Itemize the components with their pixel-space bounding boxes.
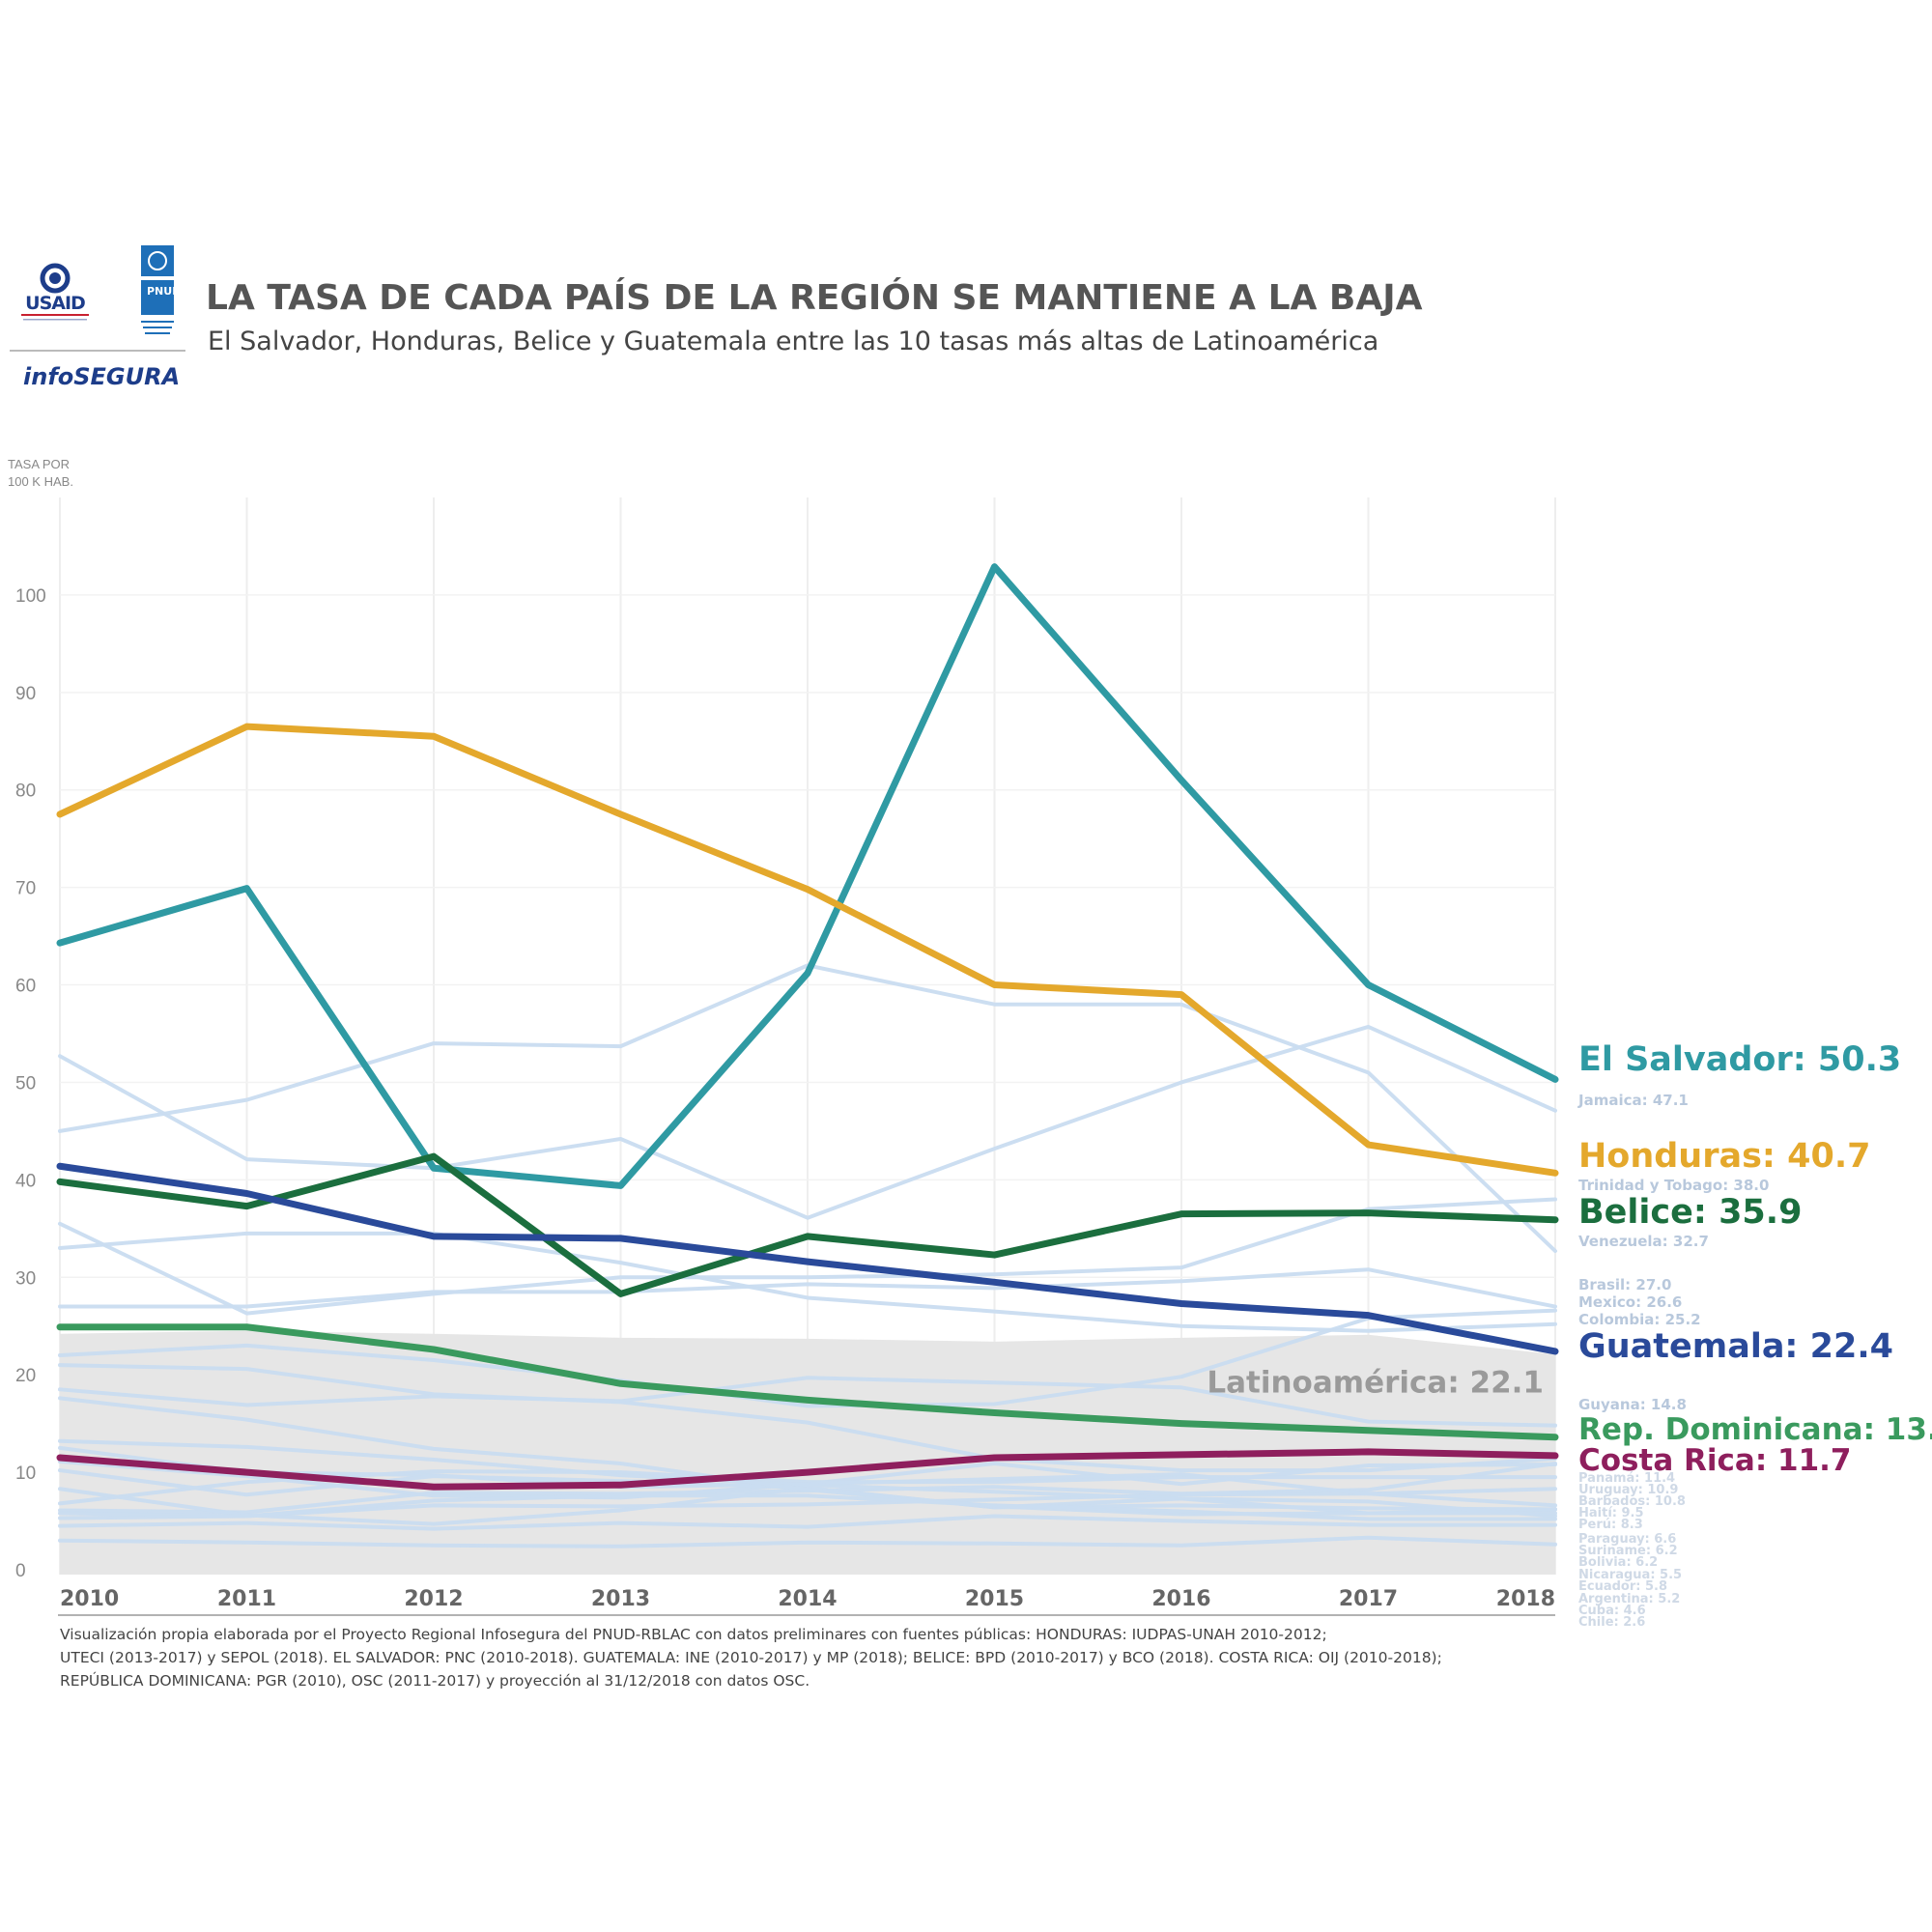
series-label-peru: Perú: 8.3 (1578, 1518, 1643, 1532)
x-tick-label-2010: 2010 (60, 1587, 119, 1611)
y-tick-label-40: 40 (15, 1171, 36, 1191)
latinoamerica-band-label: Latinoamérica: 22.1 (1207, 1365, 1544, 1400)
series-label-jamaica: Jamaica: 47.1 (1577, 1092, 1689, 1109)
x-tick-label-2017: 2017 (1339, 1587, 1398, 1611)
series-line-rep-dominicana (56, 1323, 1559, 1441)
series-line-cuba (58, 1514, 1557, 1531)
series-label-guatemala: Guatemala: 22.4 (1578, 1327, 1893, 1366)
series-label-panama: Panamá: 11.4 (1578, 1471, 1675, 1486)
y-axis-label-line-2: 100 K HAB. (8, 474, 73, 489)
series-label-belice: Belice: 35.9 (1578, 1193, 1802, 1232)
series-line-jamaica (58, 1024, 1557, 1220)
y-tick-label-100: 100 (15, 586, 46, 607)
x-tick-label-2011: 2011 (217, 1587, 276, 1611)
undp-logo-text: PNUD (147, 285, 181, 298)
x-tick-label-2018: 2018 (1496, 1587, 1555, 1611)
highlighted-series (56, 563, 1559, 1491)
series-label-bolivia: Bolivia: 6.2 (1578, 1555, 1658, 1570)
usaid-logo: USAID (21, 263, 89, 321)
series-line-guatemala (56, 1162, 1559, 1355)
series-label-mexico: Mexico: 26.6 (1578, 1293, 1682, 1311)
y-tick-label-10: 10 (15, 1463, 36, 1484)
series-line-belice (56, 1152, 1559, 1297)
series-line-trinidad-y-tobago (58, 1197, 1557, 1316)
series-label-paraguay: Paraguay: 6.6 (1578, 1532, 1676, 1547)
y-tick-label-60: 60 (15, 977, 36, 997)
undp-logo: PNUD (141, 245, 181, 334)
series-line-argentina (58, 1493, 1557, 1521)
series-label-trinidad-y-tobago: Trinidad y Tobago: 38.0 (1578, 1177, 1769, 1194)
y-tick-label-80: 80 (15, 781, 36, 802)
series-label-venezuela: Venezuela: 32.7 (1578, 1233, 1709, 1250)
series-line-colombia (58, 1231, 1557, 1333)
y-tick-label-90: 90 (15, 684, 36, 704)
series-label-el-salvador: El Salvador: 50.3 (1578, 1040, 1901, 1079)
series-line-costa-rica (56, 1448, 1559, 1491)
series-label-ecuador: Ecuador: 5.8 (1578, 1579, 1667, 1594)
usaid-logo-text: USAID (25, 293, 85, 314)
series-label-brasil: Brasil: 27.0 (1578, 1276, 1671, 1293)
series-line-chile (58, 1535, 1557, 1548)
series-label-honduras: Honduras: 40.7 (1578, 1137, 1870, 1176)
series-label-costa-rica: Costa Rica: 11.7 (1578, 1443, 1852, 1478)
source-note-line-2: UTECI (2013-2017) y SEPOL (2018). EL SAL… (60, 1649, 1442, 1666)
y-axis-ticks: 0 10 20 30 40 50 60 70 80 90 100 (15, 586, 46, 1581)
series-label-barbados: Barbados: 10.8 (1578, 1494, 1686, 1509)
x-tick-label-2012: 2012 (404, 1587, 463, 1611)
series-label-rep-dominicana: Rep. Dominicana: 13.6 (1578, 1412, 1932, 1447)
series-line-honduras (56, 723, 1559, 1177)
y-tick-label-50: 50 (15, 1073, 36, 1094)
series-label-colombia: Colombia: 25.2 (1578, 1311, 1701, 1328)
series-label-argentina: Argentina: 5.2 (1578, 1592, 1680, 1606)
series-labels: El Salvador: 50.3 Jamaica: 47.1 Honduras: … (1577, 1040, 1932, 1630)
series-line-ecuador (58, 1396, 1557, 1517)
x-axis-ticks: 2010 2011 2012 2013 2014 2015 2016 2017 2018 (60, 1587, 1555, 1611)
page-title: LA TASA DE CADA PAÍS DE LA REGIÓN SE MAN… (206, 277, 1423, 318)
source-note-line-3: REPÚBLICA DOMINICANA: PGR (2010), OSC (2… (60, 1671, 810, 1690)
series-label-nicaragua: Nicaragua: 5.5 (1578, 1568, 1682, 1582)
series-line-brasil (58, 1267, 1557, 1309)
series-label-uruguay: Uruguay: 10.9 (1578, 1483, 1678, 1497)
series-label-haiti: Haití: 9.5 (1578, 1506, 1644, 1520)
logo-group: USAID PNUD infoSEGURA (10, 245, 185, 390)
y-tick-label-0: 0 (15, 1561, 26, 1581)
series-line-guyana (58, 1376, 1557, 1428)
y-axis-label-line-1: TASA POR (8, 457, 70, 471)
y-tick-label-70: 70 (15, 879, 36, 899)
series-label-guyana: Guyana: 14.8 (1578, 1396, 1687, 1413)
x-tick-label-2016: 2016 (1151, 1587, 1210, 1611)
infosegura-logo: infoSEGURA (23, 363, 180, 390)
source-note-line-1: Visualización propia elaborada por el Pr… (60, 1626, 1327, 1643)
y-tick-label-20: 20 (15, 1366, 36, 1386)
series-line-el-salvador (56, 563, 1559, 1189)
x-tick-label-2014: 2014 (778, 1587, 837, 1611)
logo-divider (10, 350, 185, 352)
x-tick-label-2015: 2015 (965, 1587, 1024, 1611)
series-label-cuba: Cuba: 4.6 (1578, 1604, 1646, 1618)
page-subtitle: El Salvador, Honduras, Belice y Guatemal… (208, 327, 1378, 356)
series-label-suriname: Suriname: 6.2 (1578, 1544, 1678, 1558)
series-label-chile: Chile: 2.6 (1578, 1615, 1645, 1630)
series-line-nicaragua (58, 1438, 1557, 1519)
x-tick-label-2013: 2013 (591, 1587, 650, 1611)
series-line-mexico (58, 1308, 1557, 1408)
y-tick-label-30: 30 (15, 1268, 36, 1289)
